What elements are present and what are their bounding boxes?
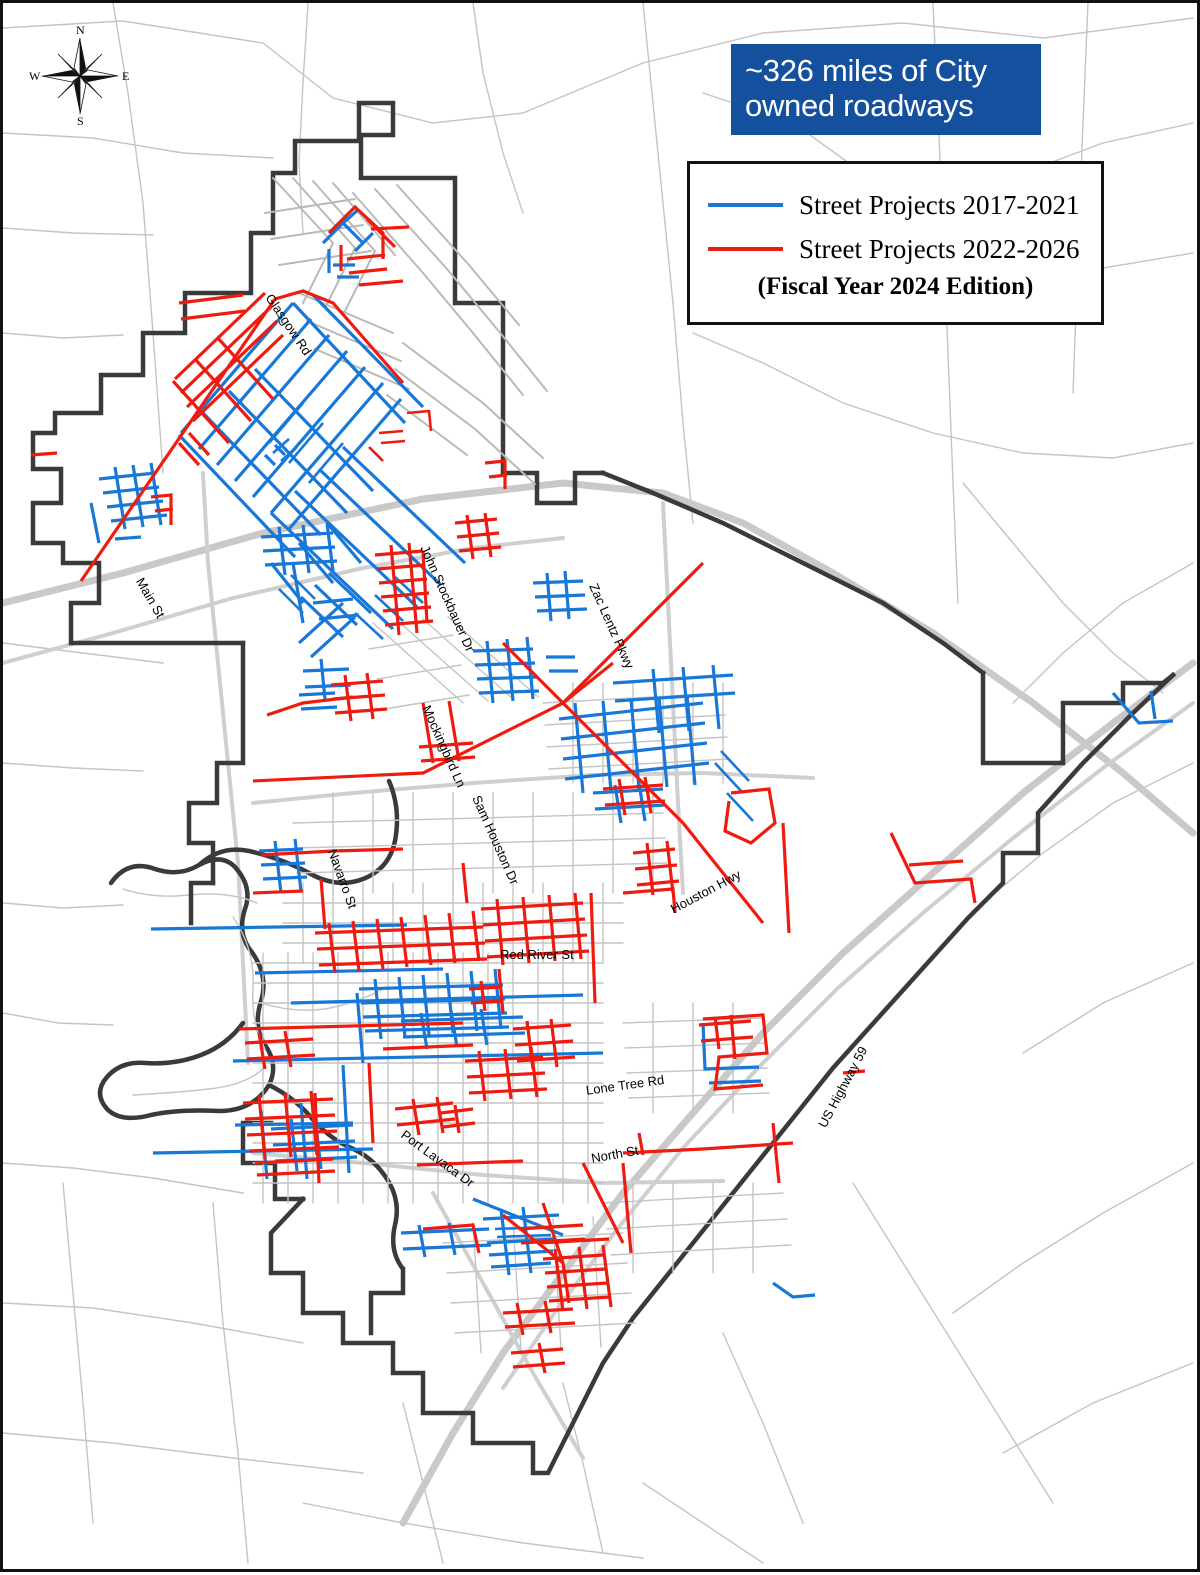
legend-swatch-blue-line-icon xyxy=(708,203,783,207)
callout-line-1: ~326 miles of City xyxy=(745,53,987,88)
legend-item-2022-2026: Street Projects 2022-2026 xyxy=(690,227,1101,271)
legend-swatch-red-line-icon xyxy=(708,247,783,251)
street-projects-map[interactable]: .gstreet{fill:none;stroke:#b9b9b9;stroke… xyxy=(3,3,1200,1575)
legend-fiscal-year-note: (Fiscal Year 2024 Edition) xyxy=(757,273,1034,300)
callout-line-2: owned roadways xyxy=(745,87,974,123)
map-legend: Street Projects 2017-2021 Street Project… xyxy=(687,161,1104,325)
street-label: Red River St xyxy=(500,947,574,962)
compass-label-east: E xyxy=(122,69,130,83)
local-streets-northwest xyxy=(264,177,548,485)
projects-2022-2026 xyxy=(30,204,977,1374)
roadway-mileage-callout: ~326 miles of City owned roadways xyxy=(731,44,1041,136)
legend-label-2022-2026: Street Projects 2022-2026 xyxy=(799,233,1080,264)
legend-label-2017-2021: Street Projects 2017-2021 xyxy=(799,189,1080,220)
compass-label-west: W xyxy=(29,69,41,83)
compass-label-north: N xyxy=(76,23,85,37)
downtown-street-grid xyxy=(252,616,792,1354)
compass-rose: N E S W xyxy=(25,21,135,131)
legend-item-2017-2021: Street Projects 2017-2021 xyxy=(690,183,1101,227)
highway-network xyxy=(3,471,1197,1527)
city-limits-boundary xyxy=(30,100,1177,1476)
compass-star-icon xyxy=(41,37,119,115)
compass-label-south: S xyxy=(77,114,84,128)
